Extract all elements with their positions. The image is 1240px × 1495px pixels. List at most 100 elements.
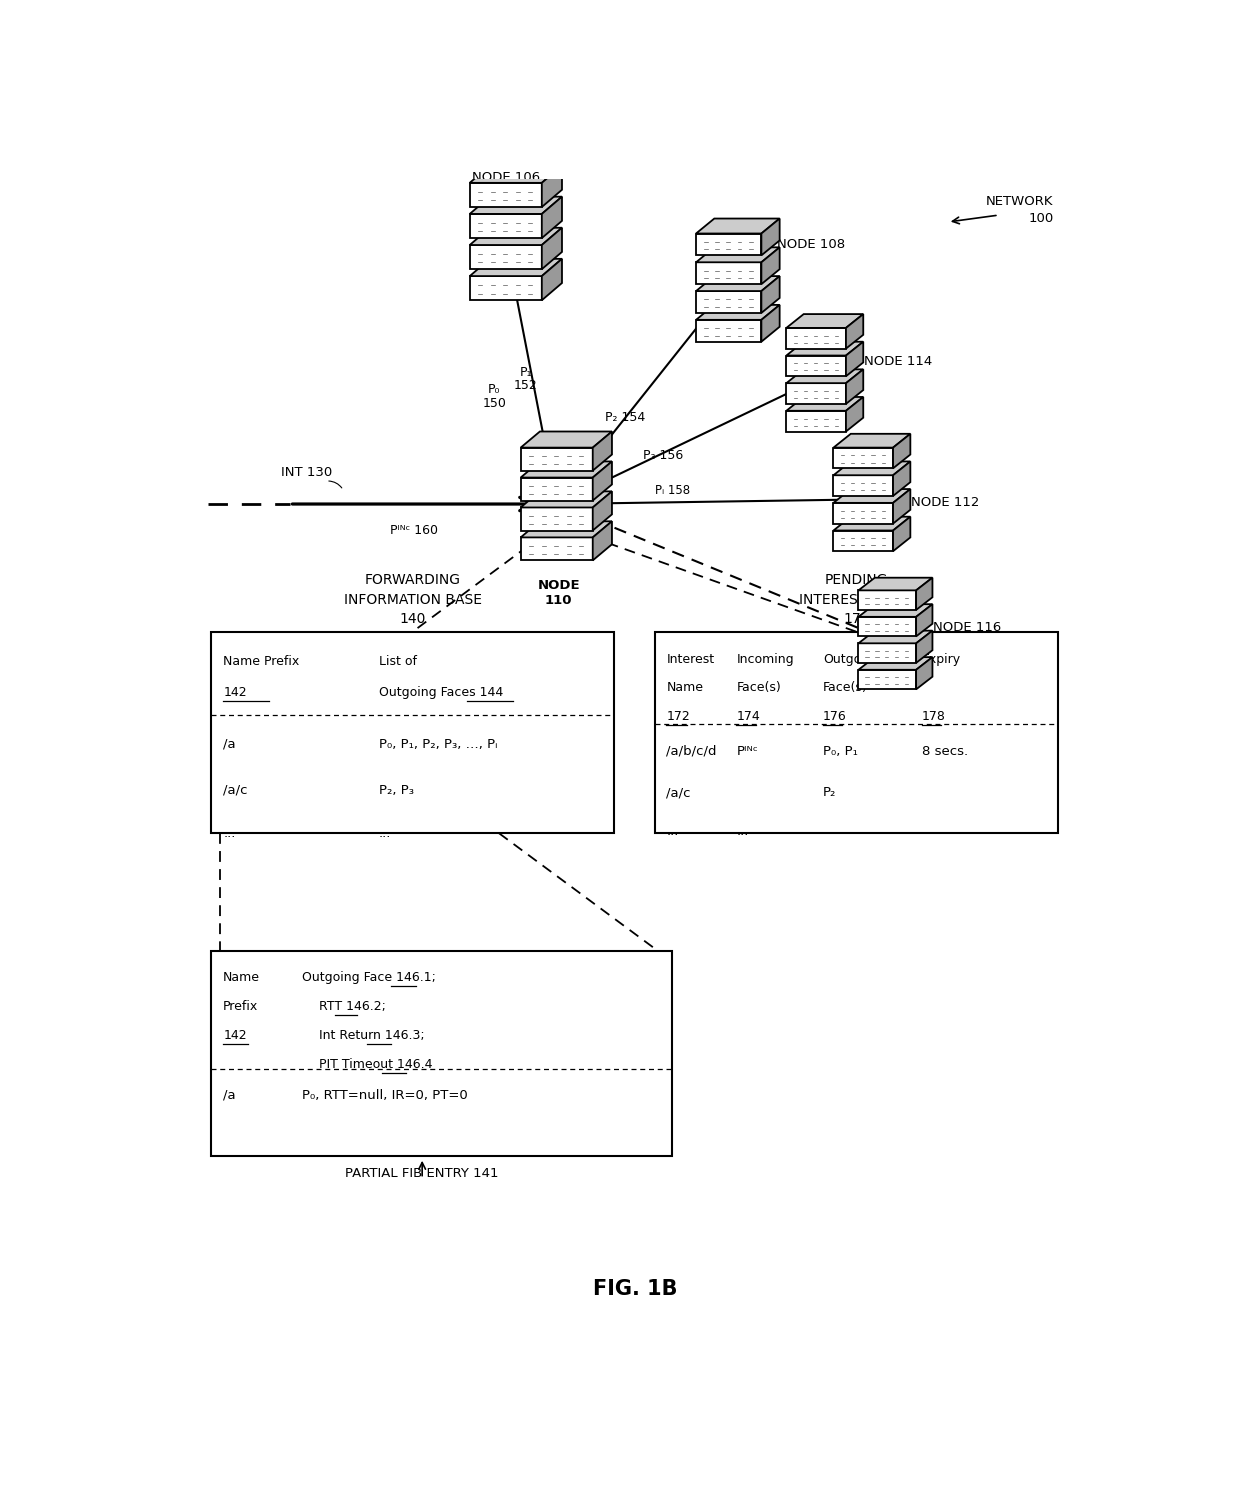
Text: List of: List of bbox=[379, 655, 417, 668]
Polygon shape bbox=[916, 631, 932, 662]
Polygon shape bbox=[893, 462, 910, 496]
Polygon shape bbox=[833, 531, 893, 552]
Text: NODE 114: NODE 114 bbox=[864, 356, 932, 368]
Polygon shape bbox=[542, 197, 562, 238]
Text: Expiry: Expiry bbox=[921, 652, 961, 665]
Polygon shape bbox=[916, 658, 932, 689]
Text: ...: ... bbox=[223, 828, 236, 840]
Text: 100: 100 bbox=[1028, 212, 1054, 226]
Polygon shape bbox=[521, 447, 593, 471]
Polygon shape bbox=[696, 247, 780, 262]
Text: P₀, RTT=null, IR=0, PT=0: P₀, RTT=null, IR=0, PT=0 bbox=[303, 1088, 467, 1102]
Polygon shape bbox=[786, 314, 863, 327]
Polygon shape bbox=[786, 342, 863, 356]
Polygon shape bbox=[833, 475, 893, 496]
Polygon shape bbox=[696, 305, 780, 320]
Polygon shape bbox=[521, 507, 593, 531]
Text: 8 secs.: 8 secs. bbox=[921, 745, 968, 758]
Polygon shape bbox=[696, 233, 761, 256]
Polygon shape bbox=[858, 631, 932, 643]
Polygon shape bbox=[593, 522, 613, 561]
Polygon shape bbox=[858, 591, 916, 610]
Text: Pᴵᴺᶜ: Pᴵᴺᶜ bbox=[737, 745, 759, 758]
Polygon shape bbox=[470, 259, 562, 277]
Polygon shape bbox=[858, 617, 916, 637]
Polygon shape bbox=[786, 356, 846, 377]
Polygon shape bbox=[916, 577, 932, 610]
Polygon shape bbox=[696, 277, 780, 292]
Text: NODE 112: NODE 112 bbox=[911, 496, 980, 508]
Text: Incoming: Incoming bbox=[737, 652, 794, 665]
Text: P₂ 154: P₂ 154 bbox=[605, 411, 645, 425]
Polygon shape bbox=[470, 277, 542, 300]
Text: 172: 172 bbox=[666, 710, 689, 724]
Polygon shape bbox=[786, 369, 863, 383]
Text: NODE
110: NODE 110 bbox=[537, 579, 580, 607]
Text: NODE 116: NODE 116 bbox=[934, 620, 1002, 634]
Polygon shape bbox=[542, 166, 562, 206]
Text: P₁: P₁ bbox=[520, 366, 532, 378]
Polygon shape bbox=[470, 166, 562, 182]
Polygon shape bbox=[858, 577, 932, 591]
Text: Pᵢ 158: Pᵢ 158 bbox=[655, 484, 689, 496]
Polygon shape bbox=[521, 537, 593, 561]
Text: 178: 178 bbox=[921, 710, 946, 724]
Text: INT 130: INT 130 bbox=[281, 466, 332, 478]
Text: Name: Name bbox=[666, 682, 703, 694]
Text: P₃ 156: P₃ 156 bbox=[644, 448, 683, 462]
Polygon shape bbox=[593, 492, 613, 531]
Polygon shape bbox=[833, 447, 893, 468]
Polygon shape bbox=[521, 432, 613, 447]
Text: /a/c: /a/c bbox=[223, 783, 248, 797]
Polygon shape bbox=[893, 489, 910, 523]
FancyBboxPatch shape bbox=[211, 951, 672, 1156]
FancyBboxPatch shape bbox=[655, 632, 1058, 833]
Polygon shape bbox=[786, 383, 846, 404]
Polygon shape bbox=[858, 604, 932, 617]
Polygon shape bbox=[593, 432, 613, 471]
Text: 142: 142 bbox=[223, 686, 247, 698]
Text: P₀: P₀ bbox=[489, 383, 501, 396]
Text: ...: ... bbox=[666, 825, 678, 839]
Text: /a: /a bbox=[223, 737, 236, 750]
Text: 150: 150 bbox=[482, 396, 506, 410]
Text: NODE 106: NODE 106 bbox=[472, 170, 541, 184]
Polygon shape bbox=[761, 218, 780, 256]
Text: Prefix: Prefix bbox=[223, 1000, 258, 1014]
FancyBboxPatch shape bbox=[211, 632, 614, 833]
Polygon shape bbox=[833, 462, 910, 475]
Text: P₀, P₁: P₀, P₁ bbox=[823, 745, 858, 758]
Text: /a/c: /a/c bbox=[666, 786, 691, 798]
Polygon shape bbox=[786, 327, 846, 348]
Polygon shape bbox=[786, 398, 863, 411]
Polygon shape bbox=[846, 398, 863, 432]
Text: Name Prefix: Name Prefix bbox=[223, 655, 300, 668]
Polygon shape bbox=[893, 517, 910, 552]
Polygon shape bbox=[542, 259, 562, 300]
Text: P₂: P₂ bbox=[823, 786, 836, 798]
Polygon shape bbox=[761, 247, 780, 284]
Text: ...: ... bbox=[737, 825, 749, 839]
Polygon shape bbox=[916, 604, 932, 637]
Text: 176: 176 bbox=[823, 710, 847, 724]
Polygon shape bbox=[846, 314, 863, 348]
Polygon shape bbox=[470, 182, 542, 206]
Polygon shape bbox=[833, 517, 910, 531]
Polygon shape bbox=[521, 522, 613, 537]
Text: Outgoing: Outgoing bbox=[823, 652, 880, 665]
Polygon shape bbox=[893, 434, 910, 468]
Text: PARTIAL FIB ENTRY 141: PARTIAL FIB ENTRY 141 bbox=[346, 1168, 498, 1180]
Polygon shape bbox=[786, 411, 846, 432]
Polygon shape bbox=[593, 462, 613, 501]
Text: FIG. 1B: FIG. 1B bbox=[593, 1280, 678, 1299]
Text: Pᴵᴺᶜ 160: Pᴵᴺᶜ 160 bbox=[391, 525, 439, 537]
Text: /a: /a bbox=[223, 1088, 236, 1102]
Text: NETWORK: NETWORK bbox=[986, 196, 1054, 208]
Text: 142: 142 bbox=[223, 1029, 247, 1042]
Text: Outgoing Faces 144: Outgoing Faces 144 bbox=[379, 686, 503, 698]
Text: FORWARDING
INFORMATION BASE
140: FORWARDING INFORMATION BASE 140 bbox=[343, 573, 481, 626]
Polygon shape bbox=[761, 277, 780, 312]
Text: Outgoing Face 146.1;: Outgoing Face 146.1; bbox=[303, 972, 436, 984]
Text: Interest: Interest bbox=[666, 652, 714, 665]
Text: Int Return 146.3;: Int Return 146.3; bbox=[320, 1029, 425, 1042]
